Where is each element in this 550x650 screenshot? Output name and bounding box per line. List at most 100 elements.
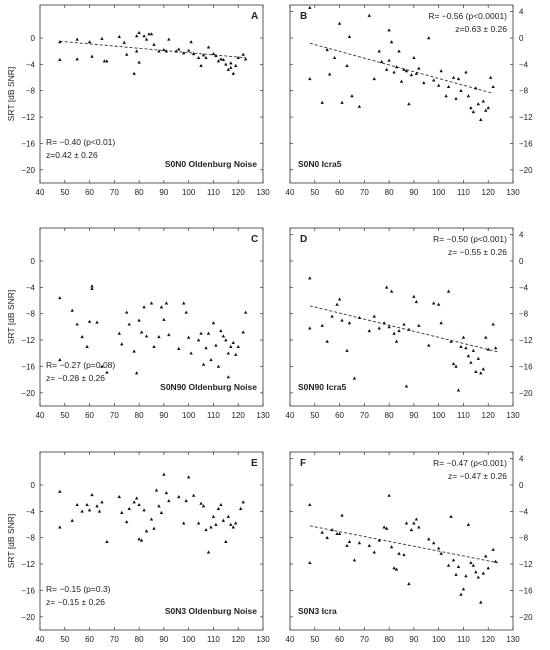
x-tick-label: 110 xyxy=(457,188,470,197)
data-point xyxy=(330,527,334,532)
panel-letter: B xyxy=(300,11,307,22)
data-point xyxy=(182,301,186,305)
y-tick-label: −12 xyxy=(21,113,35,122)
data-point xyxy=(75,502,79,507)
data-point xyxy=(340,100,344,104)
data-point xyxy=(459,88,463,93)
data-point xyxy=(466,354,471,358)
data-point xyxy=(216,59,221,63)
data-point xyxy=(167,37,171,41)
data-point xyxy=(389,545,394,549)
data-point xyxy=(219,502,223,507)
data-point xyxy=(142,508,146,512)
condition-label: S0N0 Icra5 xyxy=(298,159,342,169)
data-point xyxy=(412,55,416,60)
data-point xyxy=(459,344,463,348)
z-score-text: z= −0.47 ± 0.26 xyxy=(448,471,507,481)
data-point xyxy=(149,517,154,521)
x-tick-label: 90 xyxy=(159,635,168,644)
data-point xyxy=(394,339,399,343)
data-point xyxy=(157,504,161,508)
data-point xyxy=(422,80,426,85)
data-point xyxy=(142,305,146,309)
data-point xyxy=(389,40,394,44)
y-tick-label: −12 xyxy=(519,113,533,122)
data-point xyxy=(177,346,181,350)
panel-letter: A xyxy=(251,11,258,22)
data-point xyxy=(436,83,441,87)
y-tick-label: 0 xyxy=(519,257,524,266)
y-tick-label: −16 xyxy=(21,139,35,148)
data-point xyxy=(182,521,186,525)
x-tick-label: 110 xyxy=(457,635,470,644)
x-tick-label: 90 xyxy=(159,188,168,197)
x-tick-label: 40 xyxy=(36,635,45,644)
data-point xyxy=(397,49,401,53)
data-point xyxy=(191,493,196,497)
panel-a: 40 50 60 70 80 90 100 110 120 130 0 −4 −8 −12 −16 −20 A R… xyxy=(6,4,270,197)
x-tick-label: 40 xyxy=(286,635,295,644)
x-tick-label: 100 xyxy=(182,188,196,197)
x-tick-label: 110 xyxy=(207,411,220,420)
data-point xyxy=(459,592,463,596)
data-point xyxy=(432,301,436,305)
data-point xyxy=(320,530,324,534)
data-point xyxy=(377,326,381,330)
data-point xyxy=(340,513,344,517)
x-tick-label: 120 xyxy=(482,635,496,644)
data-point xyxy=(347,34,352,38)
y-tick-label: 4 xyxy=(519,8,524,17)
x-tick-label: 50 xyxy=(60,411,69,420)
data-point xyxy=(209,525,213,529)
data-point xyxy=(347,321,352,325)
data-point xyxy=(137,60,141,64)
data-point xyxy=(409,73,414,77)
data-point xyxy=(451,75,456,79)
data-point xyxy=(236,55,240,60)
data-point xyxy=(177,47,181,51)
data-point xyxy=(147,32,151,36)
data-point xyxy=(446,289,451,293)
data-point xyxy=(149,301,154,305)
data-point xyxy=(144,334,149,338)
data-point xyxy=(224,62,228,66)
data-point xyxy=(357,315,362,319)
data-point xyxy=(191,51,196,56)
data-point xyxy=(320,323,324,327)
data-point xyxy=(105,370,109,374)
x-tick-label: 90 xyxy=(409,188,418,197)
data-point xyxy=(206,45,211,49)
data-point xyxy=(58,489,62,493)
x-tick-label: 40 xyxy=(36,188,45,197)
plot-frame xyxy=(289,451,514,631)
data-point xyxy=(387,493,391,497)
data-point xyxy=(157,334,161,339)
data-point xyxy=(137,30,141,34)
data-point xyxy=(493,346,498,350)
data-point xyxy=(229,65,233,69)
data-point xyxy=(100,36,104,40)
data-point xyxy=(404,69,409,73)
data-point xyxy=(484,554,488,558)
y-tick-label: −4 xyxy=(26,60,36,69)
data-point xyxy=(484,108,488,112)
z-score-text: z= −0.55 ± 0.26 xyxy=(448,247,507,257)
x-tick-label: 60 xyxy=(335,188,344,197)
correlation-text: R= −0.50 (p<0.001) xyxy=(433,234,507,244)
x-tick-label: 40 xyxy=(286,411,295,420)
data-point xyxy=(409,527,414,532)
data-point xyxy=(206,331,211,335)
data-point xyxy=(177,495,181,499)
y-axis-title: SRT [dB SNR] xyxy=(6,290,16,344)
z-score-text: z= −0.15 ± 0.26 xyxy=(46,597,105,607)
data-point xyxy=(184,498,188,503)
data-point xyxy=(134,371,139,375)
data-point xyxy=(352,376,357,380)
data-point xyxy=(347,539,352,543)
x-tick-label: 110 xyxy=(207,188,220,197)
plot-frame xyxy=(289,4,514,184)
data-point xyxy=(159,305,164,309)
data-point xyxy=(427,36,431,40)
data-point xyxy=(226,67,231,71)
data-point xyxy=(387,58,391,62)
